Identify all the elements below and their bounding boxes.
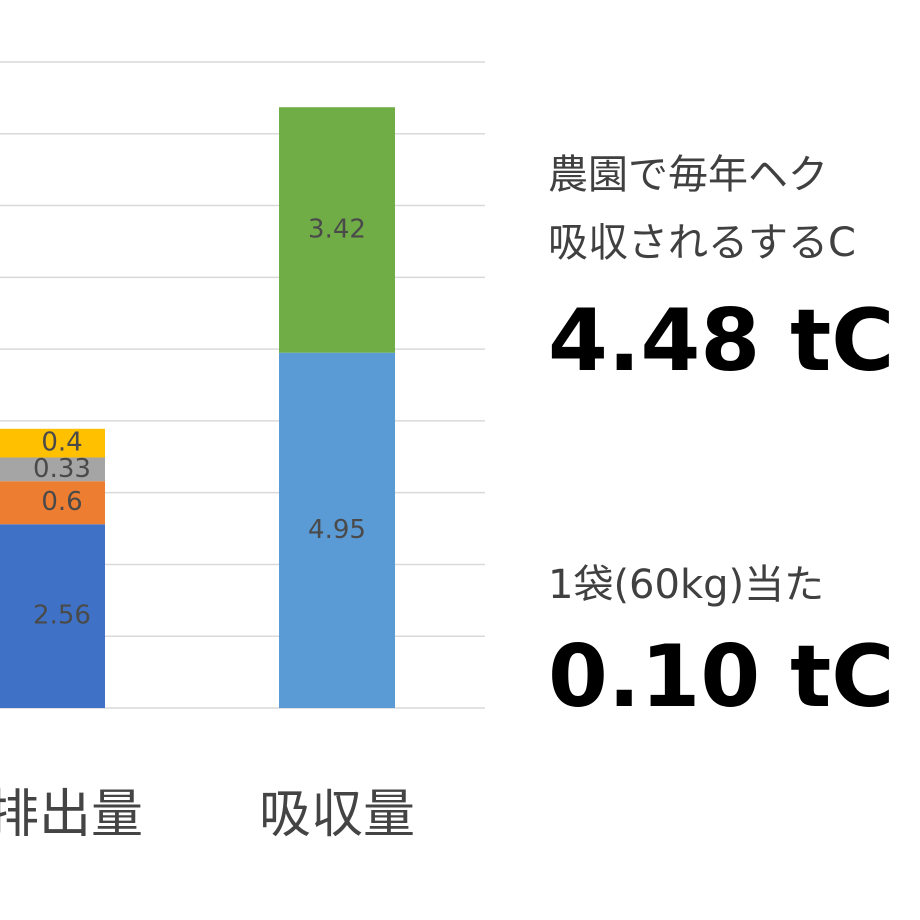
bar-segment	[0, 524, 105, 708]
bar-segment	[279, 352, 395, 708]
annotation: 4.48 tC	[548, 291, 894, 391]
x-tick-label: 吸収量	[259, 785, 415, 845]
plot: 2.56 0.60.330.4 排出量 4.95 3.42 吸収量	[0, 61, 485, 845]
annotation: 農園で毎年ヘク	[548, 152, 828, 198]
data-label: 0.33	[33, 454, 91, 484]
bar-segment	[0, 428, 105, 458]
annotation: 0.10 tC	[548, 627, 894, 727]
annotation: 1袋(60kg)当た	[548, 562, 824, 608]
x-tick-label: 排出量	[0, 785, 143, 845]
data-label: 4.95	[308, 515, 366, 545]
bar-segment	[279, 107, 395, 353]
data-label: 2.56	[33, 601, 91, 631]
data-label: 3.42	[308, 214, 366, 244]
bar-segment	[0, 481, 105, 525]
data-label: 0.6	[41, 487, 82, 517]
data-label: 0.4	[41, 428, 82, 458]
bar-segment	[0, 457, 105, 482]
annotation: 吸収されるするC	[548, 220, 856, 266]
